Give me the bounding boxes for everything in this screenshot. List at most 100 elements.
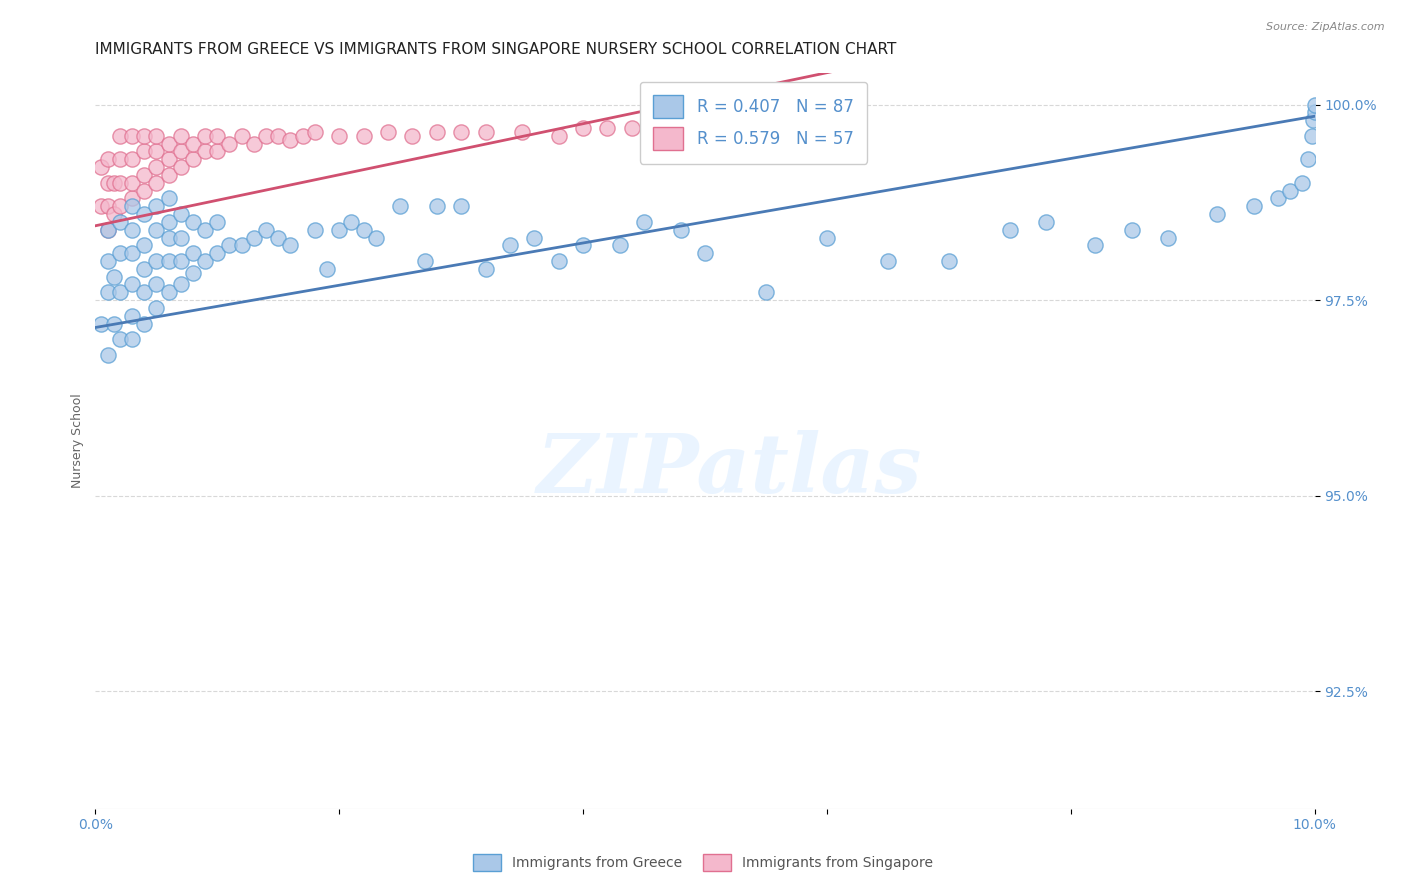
Point [474,125,496,139]
Point [170,230,193,244]
Point [876,254,898,268]
Point [134,261,156,276]
Y-axis label: Nursery School: Nursery School [72,393,84,488]
Point [170,254,193,268]
Point [267,230,290,244]
Point [96,348,118,362]
Point [170,160,193,174]
Point [145,254,167,268]
Point [134,168,156,182]
Point [207,215,229,229]
Point [181,246,204,260]
Point [96,285,118,300]
Point [413,254,436,268]
Point [145,145,167,159]
Point [121,191,143,205]
Point [108,332,131,346]
Point [304,222,326,236]
Point [353,222,375,236]
Point [170,277,193,292]
Point [121,246,143,260]
Point [938,254,960,268]
Point [474,261,496,276]
Point [121,128,143,143]
Point [96,176,118,190]
Point [121,277,143,292]
Point [90,160,112,174]
Point [426,125,449,139]
Point [328,222,350,236]
Legend: R = 0.407   N = 87, R = 0.579   N = 57: R = 0.407 N = 87, R = 0.579 N = 57 [640,81,868,164]
Point [316,261,339,276]
Point [157,230,180,244]
Point [103,269,125,284]
Point [145,176,167,190]
Point [194,128,217,143]
Point [218,238,240,252]
Point [1301,128,1323,143]
Point [633,215,655,229]
Point [998,222,1021,236]
Point [1157,230,1180,244]
Point [389,199,412,213]
Point [121,199,143,213]
Point [426,199,449,213]
Point [145,128,167,143]
Point [1243,199,1265,213]
Point [1206,207,1229,221]
Point [1291,176,1313,190]
Point [134,128,156,143]
Point [157,254,180,268]
Point [194,145,217,159]
Point [450,125,472,139]
Point [157,215,180,229]
Point [134,184,156,198]
Point [267,128,290,143]
Point [1279,184,1302,198]
Point [755,285,778,300]
Point [108,285,131,300]
Point [108,176,131,190]
Point [401,128,423,143]
Point [207,246,229,260]
Point [620,120,643,135]
Point [170,207,193,221]
Point [157,136,180,151]
Point [170,128,193,143]
Point [1121,222,1143,236]
Point [1267,191,1289,205]
Point [547,254,569,268]
Point [280,133,302,147]
Point [108,128,131,143]
Point [304,125,326,139]
Point [134,285,156,300]
Point [572,238,595,252]
Point [1302,113,1324,128]
Point [108,153,131,167]
Point [145,199,167,213]
Point [669,222,692,236]
Point [510,125,533,139]
Point [243,230,266,244]
Point [96,153,118,167]
Point [96,222,118,236]
Point [134,207,156,221]
Point [145,301,167,315]
Point [157,191,180,205]
Point [181,153,204,167]
Point [103,317,125,331]
Point [207,145,229,159]
Point [693,246,716,260]
Point [499,238,522,252]
Point [194,254,217,268]
Point [231,238,253,252]
Point [1298,153,1320,167]
Point [96,222,118,236]
Point [157,168,180,182]
Point [145,277,167,292]
Point [596,120,619,135]
Text: ZIPatlas: ZIPatlas [537,430,922,510]
Point [96,199,118,213]
Point [121,309,143,323]
Point [218,136,240,151]
